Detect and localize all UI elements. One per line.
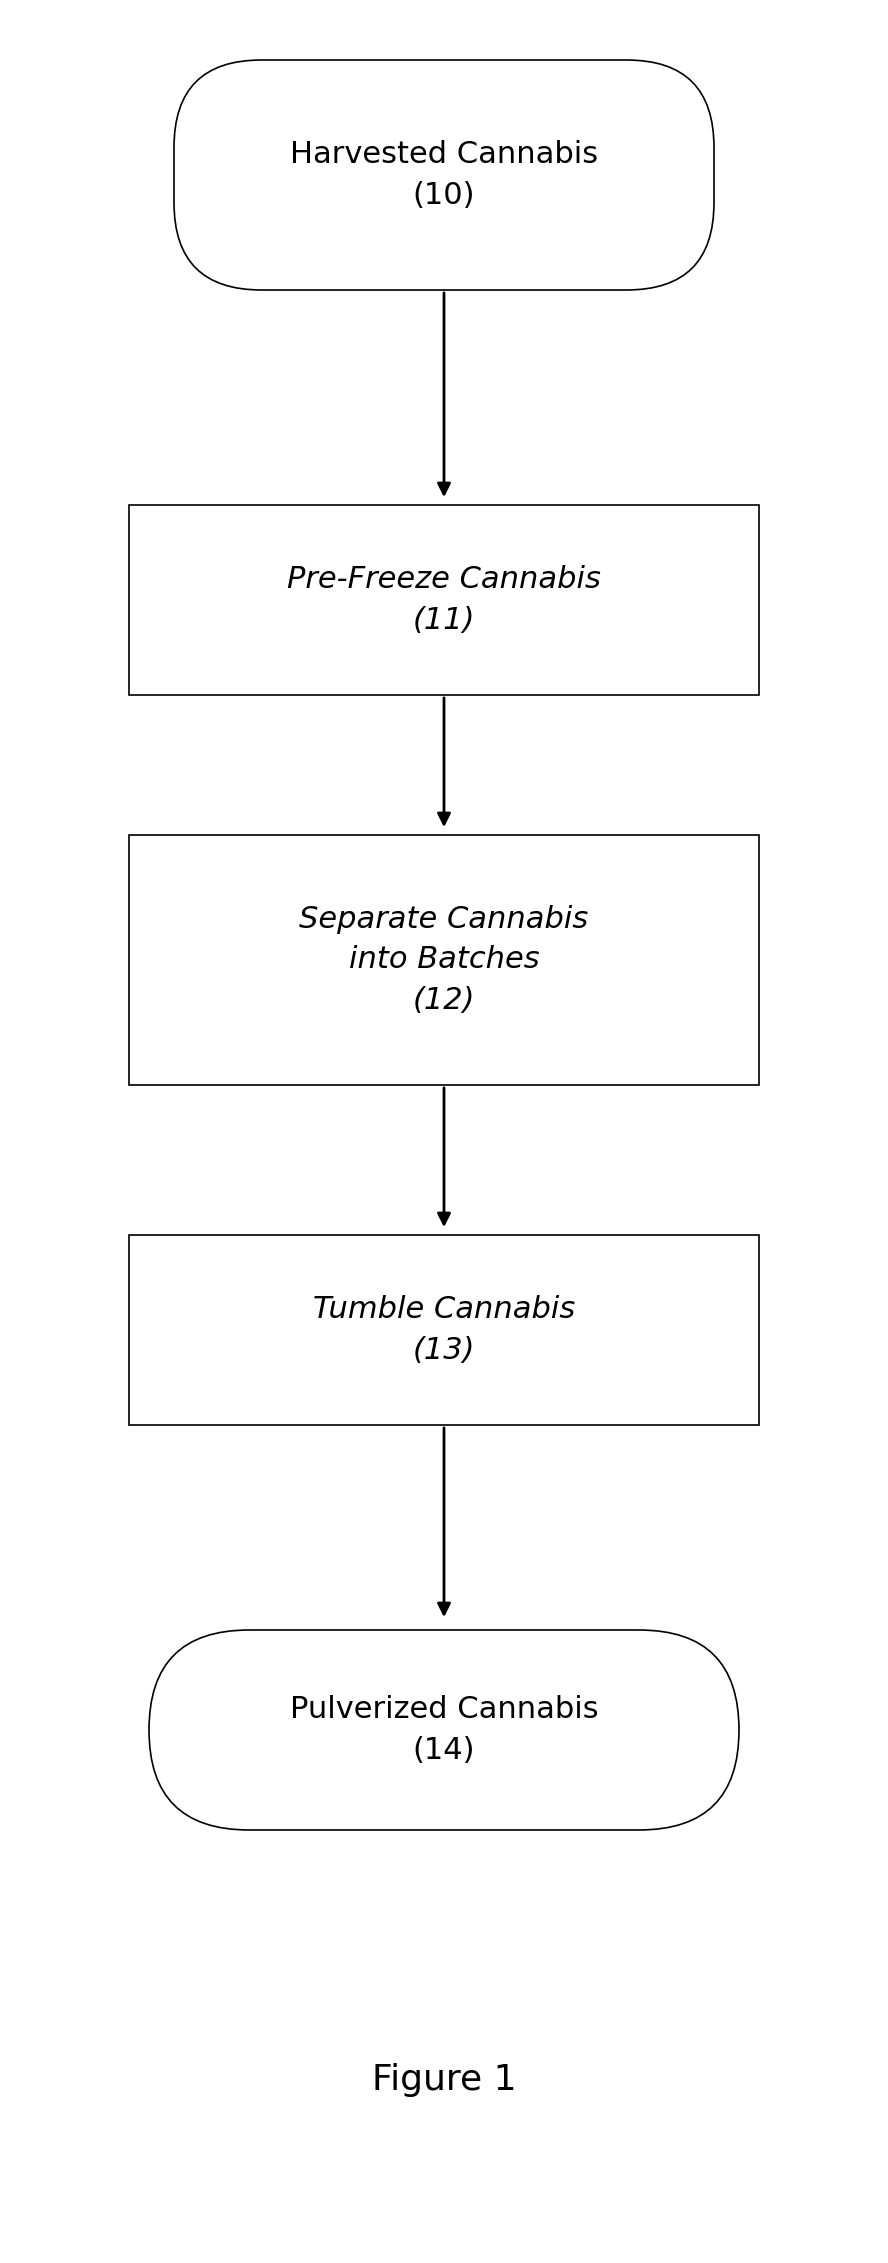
Text: Figure 1: Figure 1 [372,2064,516,2098]
Text: Harvested Cannabis
(10): Harvested Cannabis (10) [290,140,598,210]
FancyBboxPatch shape [174,61,714,290]
FancyBboxPatch shape [149,1629,739,1831]
Text: Separate Cannabis
into Batches
(12): Separate Cannabis into Batches (12) [299,905,589,1016]
Bar [129,835,759,1084]
Text: Pulverized Cannabis
(14): Pulverized Cannabis (14) [289,1695,599,1765]
Bar [129,505,759,695]
Text: Pre-Freeze Cannabis
(11): Pre-Freeze Cannabis (11) [287,566,601,634]
Bar [129,1236,759,1426]
Text: Tumble Cannabis
(13): Tumble Cannabis (13) [313,1294,575,1365]
